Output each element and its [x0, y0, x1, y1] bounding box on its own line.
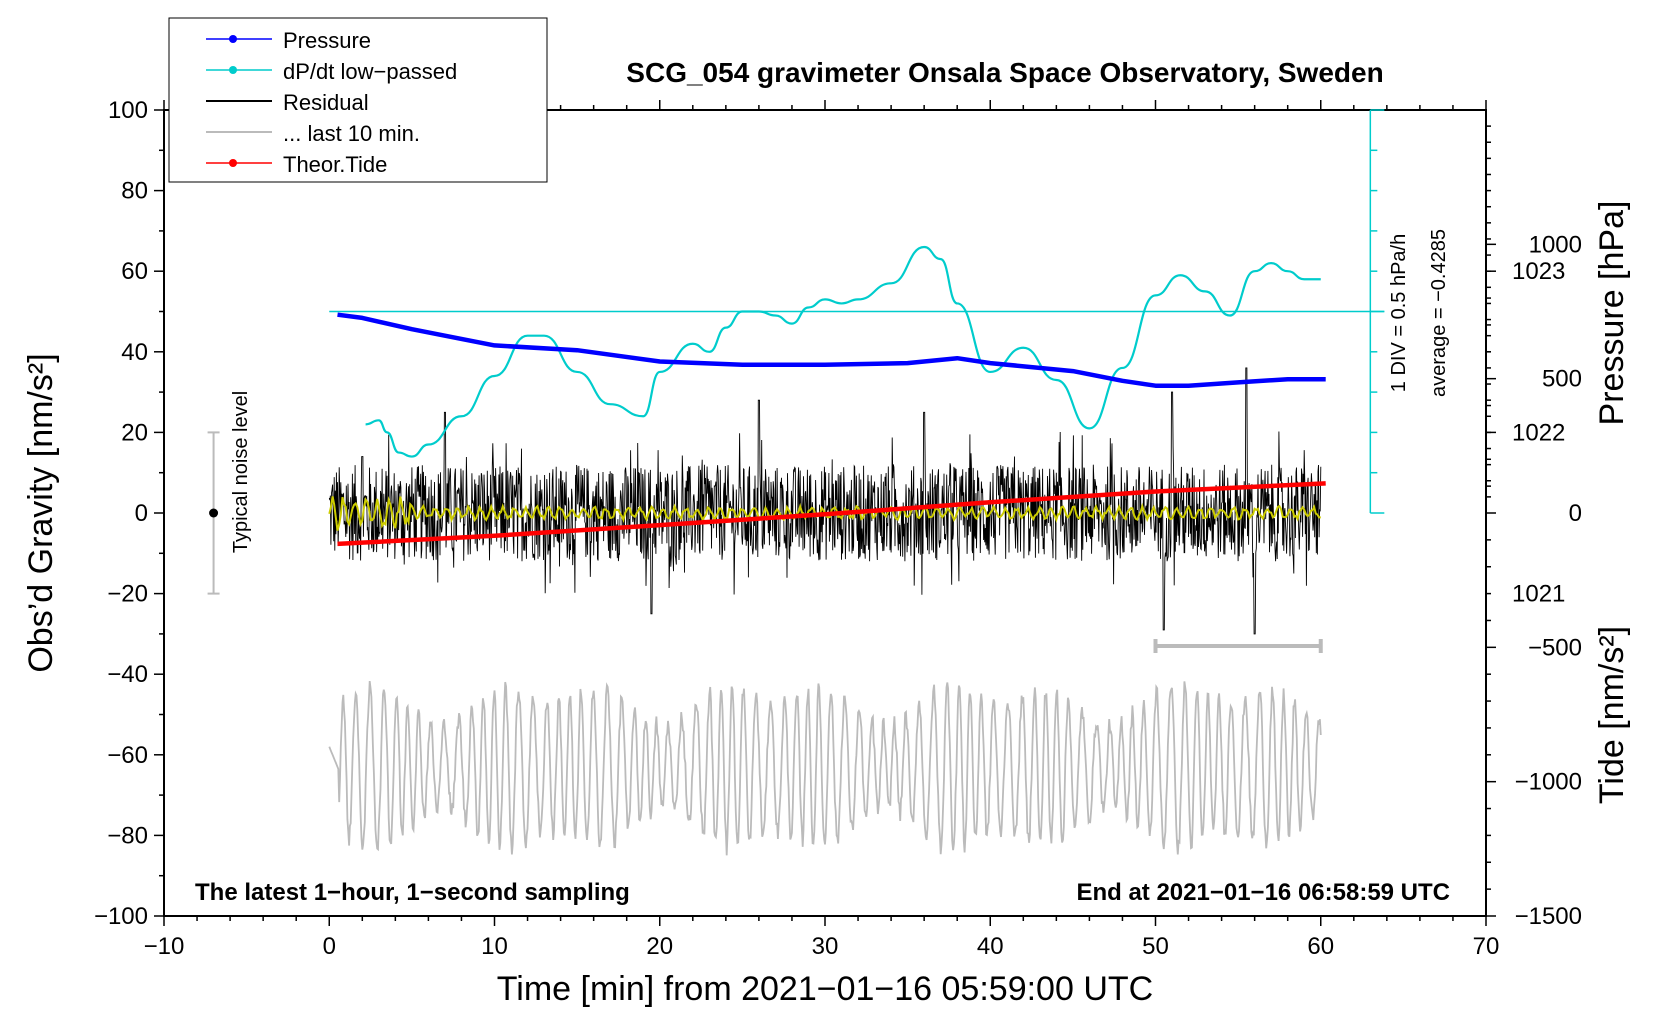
y-tick-label-left: 60 [121, 258, 148, 285]
pressure-tick-label: 1022 [1512, 419, 1565, 446]
y-tick-label-left: −80 [107, 822, 148, 849]
legend-entry-residual: Residual [206, 90, 369, 115]
legend-label-last10: ... last 10 min. [283, 121, 420, 146]
legend: Pressure dP/dt low−passed Residual ... l… [168, 17, 548, 183]
tide-tick-label: 0 [1569, 500, 1582, 527]
x-tick-label: 70 [1473, 933, 1500, 960]
y-tick-label-left: 0 [135, 500, 148, 527]
legend-label-tide: Theor.Tide [283, 152, 387, 177]
y-axis-title-tide: Tide [nm/s²] [1593, 626, 1631, 804]
y-tick-label-left: 40 [121, 339, 148, 366]
y-tick-label-left: −100 [94, 903, 148, 930]
legend-entry-last10: ... last 10 min. [206, 121, 420, 146]
legend-box [168, 17, 548, 183]
tide-tick-label: −1500 [1515, 903, 1582, 930]
series-theor-tide [337, 481, 1326, 547]
x-tick-label: 10 [481, 933, 508, 960]
series-last-10-min [328, 680, 1322, 856]
y-tick-label-left: −60 [107, 742, 148, 769]
x-tick-label: 30 [812, 933, 839, 960]
legend-marker-pressure [229, 35, 237, 43]
chart-title: SCG_054 gravimeter Onsala Space Observat… [626, 57, 1383, 88]
x-tick-label: 40 [977, 933, 1004, 960]
x-axis-title: Time [min] from 2021−01−16 05:59:00 UTC [497, 970, 1153, 1008]
series-dpdt [365, 245, 1321, 458]
x-tick-label: 0 [323, 933, 336, 960]
y-axis-title-left: Obs’d Gravity [nm/s²] [22, 353, 60, 672]
legend-label-residual: Residual [283, 90, 369, 115]
legend-entry-pressure: Pressure [206, 28, 371, 53]
y-tick-label-left: −20 [107, 581, 148, 608]
noise-level-label: Typical noise level [230, 391, 252, 553]
pressure-tick-label: 1023 [1512, 258, 1565, 285]
annotation-bottom-left: The latest 1−hour, 1−second sampling [195, 879, 630, 906]
legend-label-pressure: Pressure [283, 28, 371, 53]
pressure-tick-label: 1021 [1512, 581, 1565, 608]
legend-label-dpdt: dP/dt low−passed [283, 59, 457, 84]
legend-marker-dpdt [229, 66, 237, 74]
legend-entry-dpdt: dP/dt low−passed [206, 59, 457, 84]
dpdt-scale-label: 1 DIV = 0.5 hPa/h [1388, 234, 1410, 392]
tide-tick-label: −1000 [1515, 769, 1582, 796]
annotation-bottom-right: End at 2021−01−16 06:58:59 UTC [1076, 879, 1450, 906]
dpdt-average-label: average = −0.4285 [1428, 229, 1450, 397]
y-axis-title-pressure: Pressure [hPa] [1593, 201, 1631, 426]
x-tick-label: 50 [1142, 933, 1169, 960]
series-residual [328, 367, 1322, 635]
tide-tick-label: 500 [1542, 366, 1582, 393]
series-pressure [337, 312, 1326, 388]
y-tick-label-left: 100 [108, 97, 148, 124]
legend-marker-tide [229, 159, 237, 167]
y-tick-label-left: −40 [107, 661, 148, 688]
x-tick-label: −10 [144, 933, 185, 960]
noise-bar-center [209, 508, 219, 518]
tide-tick-label: 1000 [1529, 231, 1582, 258]
legend-entry-tide: Theor.Tide [206, 152, 387, 177]
y-tick-label-left: 80 [121, 178, 148, 205]
tide-tick-label: −500 [1528, 634, 1582, 661]
x-tick-label: 60 [1307, 933, 1334, 960]
y-tick-label-left: 20 [121, 419, 148, 446]
x-tick-label: 20 [646, 933, 673, 960]
